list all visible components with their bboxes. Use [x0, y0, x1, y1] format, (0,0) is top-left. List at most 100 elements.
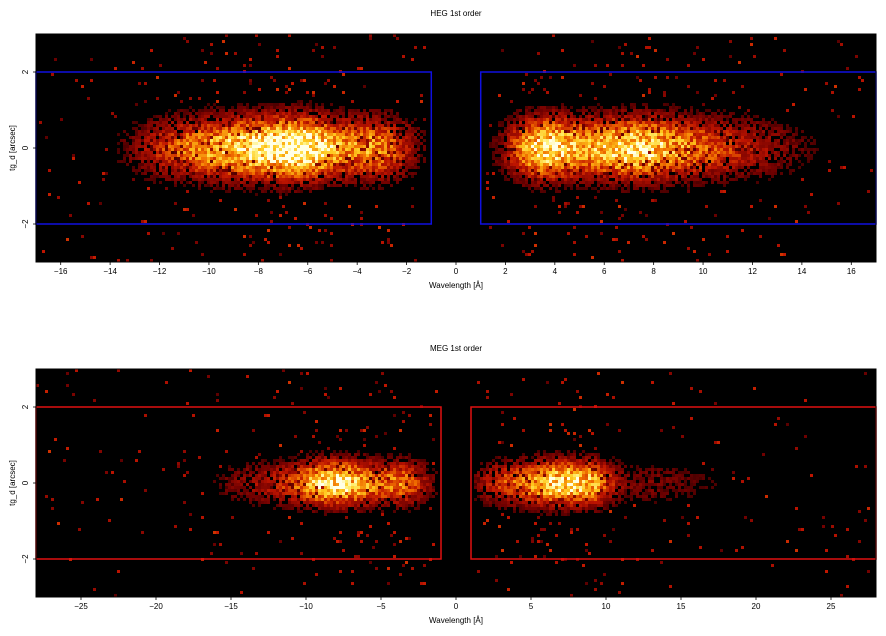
heatmap-cell — [780, 148, 783, 151]
heatmap-cell — [219, 136, 222, 139]
heatmap-cell — [255, 163, 258, 166]
heatmap-cell — [276, 148, 279, 151]
heatmap-cell — [219, 145, 222, 148]
heatmap-cell — [645, 118, 648, 121]
heatmap-cell — [519, 121, 522, 124]
heatmap-cell — [225, 118, 228, 121]
heatmap-cell — [156, 121, 159, 124]
heatmap-cell — [648, 142, 651, 145]
heatmap-cell — [207, 124, 210, 127]
heatmap-cell — [228, 169, 231, 172]
heatmap-cell — [660, 163, 663, 166]
heatmap-cell — [237, 106, 240, 109]
heatmap-cell — [252, 106, 255, 109]
heatmap-cell — [210, 109, 213, 112]
heatmap-cell — [192, 172, 195, 175]
heatmap-cell — [645, 172, 648, 175]
heatmap-cell — [369, 157, 372, 160]
heatmap-cell — [729, 154, 732, 157]
heatmap-cell — [126, 133, 129, 136]
heatmap-cell — [657, 175, 660, 178]
heatmap-cell — [633, 133, 636, 136]
heatmap-cell — [318, 145, 321, 148]
heatmap-cell — [249, 145, 252, 148]
heatmap-cell — [270, 211, 273, 214]
heatmap-cell — [174, 136, 177, 139]
heatmap-cell — [660, 169, 663, 172]
heatmap-cell — [309, 115, 312, 118]
heatmap-cell — [525, 109, 528, 112]
heatmap-cell — [264, 136, 267, 139]
heatmap-cell — [402, 142, 405, 145]
heatmap-cell — [270, 121, 273, 124]
heatmap-cell — [387, 157, 390, 160]
heatmap-cell — [546, 172, 549, 175]
heatmap-cell — [588, 112, 591, 115]
heatmap-cell — [660, 121, 663, 124]
heatmap-cell — [192, 109, 195, 112]
heatmap-cell — [738, 61, 741, 64]
heatmap-cell — [234, 184, 237, 187]
heatmap-cell — [528, 91, 531, 94]
heatmap-cell — [693, 172, 696, 175]
heatmap-cell — [597, 163, 600, 166]
heatmap-cell — [525, 172, 528, 175]
heatmap-cell — [831, 109, 834, 112]
heatmap-cell — [390, 154, 393, 157]
heatmap-cell — [705, 148, 708, 151]
heatmap-cell — [669, 136, 672, 139]
heatmap-cell — [648, 115, 651, 118]
heatmap-cell — [666, 142, 669, 145]
heatmap-cell — [540, 190, 543, 193]
heatmap-cell — [753, 124, 756, 127]
heatmap-cell — [210, 184, 213, 187]
heatmap-cell — [195, 139, 198, 142]
heatmap-cell — [207, 151, 210, 154]
heatmap-cell — [648, 145, 651, 148]
heatmap-cell — [294, 154, 297, 157]
heatmap-cell — [240, 181, 243, 184]
heatmap-cell — [243, 142, 246, 145]
heatmap-cell — [408, 139, 411, 142]
heatmap-cell — [312, 142, 315, 145]
heatmap-cell — [774, 163, 777, 166]
heatmap-cell — [627, 160, 630, 163]
heatmap-cell — [678, 157, 681, 160]
heatmap-cell — [237, 181, 240, 184]
heatmap-cell — [720, 142, 723, 145]
heatmap-cell — [564, 157, 567, 160]
heatmap-cell — [780, 136, 783, 139]
heatmap-cell — [393, 154, 396, 157]
heatmap-cell — [597, 169, 600, 172]
heatmap-cell — [564, 163, 567, 166]
heatmap-cell — [753, 157, 756, 160]
heatmap-cell — [255, 166, 258, 169]
heatmap-cell — [201, 121, 204, 124]
heatmap-cell — [723, 121, 726, 124]
heatmap-cell — [348, 112, 351, 115]
heatmap-cell — [606, 118, 609, 121]
heatmap-cell — [273, 184, 276, 187]
heatmap-cell — [270, 190, 273, 193]
heatmap-cell — [576, 124, 579, 127]
heatmap-cell — [285, 160, 288, 163]
heatmap-cell — [696, 46, 699, 49]
heatmap-cell — [711, 172, 714, 175]
heatmap-cell — [681, 172, 684, 175]
heatmap-cell — [561, 130, 564, 133]
heatmap-cell — [369, 181, 372, 184]
heatmap-cell — [387, 163, 390, 166]
heatmap-cell — [528, 166, 531, 169]
heatmap-cell — [666, 112, 669, 115]
heatmap-cell — [351, 133, 354, 136]
heatmap-cell — [714, 175, 717, 178]
heatmap-cell — [405, 166, 408, 169]
heatmap-cell — [612, 136, 615, 139]
heatmap-cell — [423, 157, 426, 160]
heatmap-cell — [759, 235, 762, 238]
heatmap-cell — [540, 109, 543, 112]
heatmap-cell — [636, 112, 639, 115]
heatmap-cell — [243, 184, 246, 187]
heatmap-cell — [216, 172, 219, 175]
heatmap-cell — [618, 172, 621, 175]
